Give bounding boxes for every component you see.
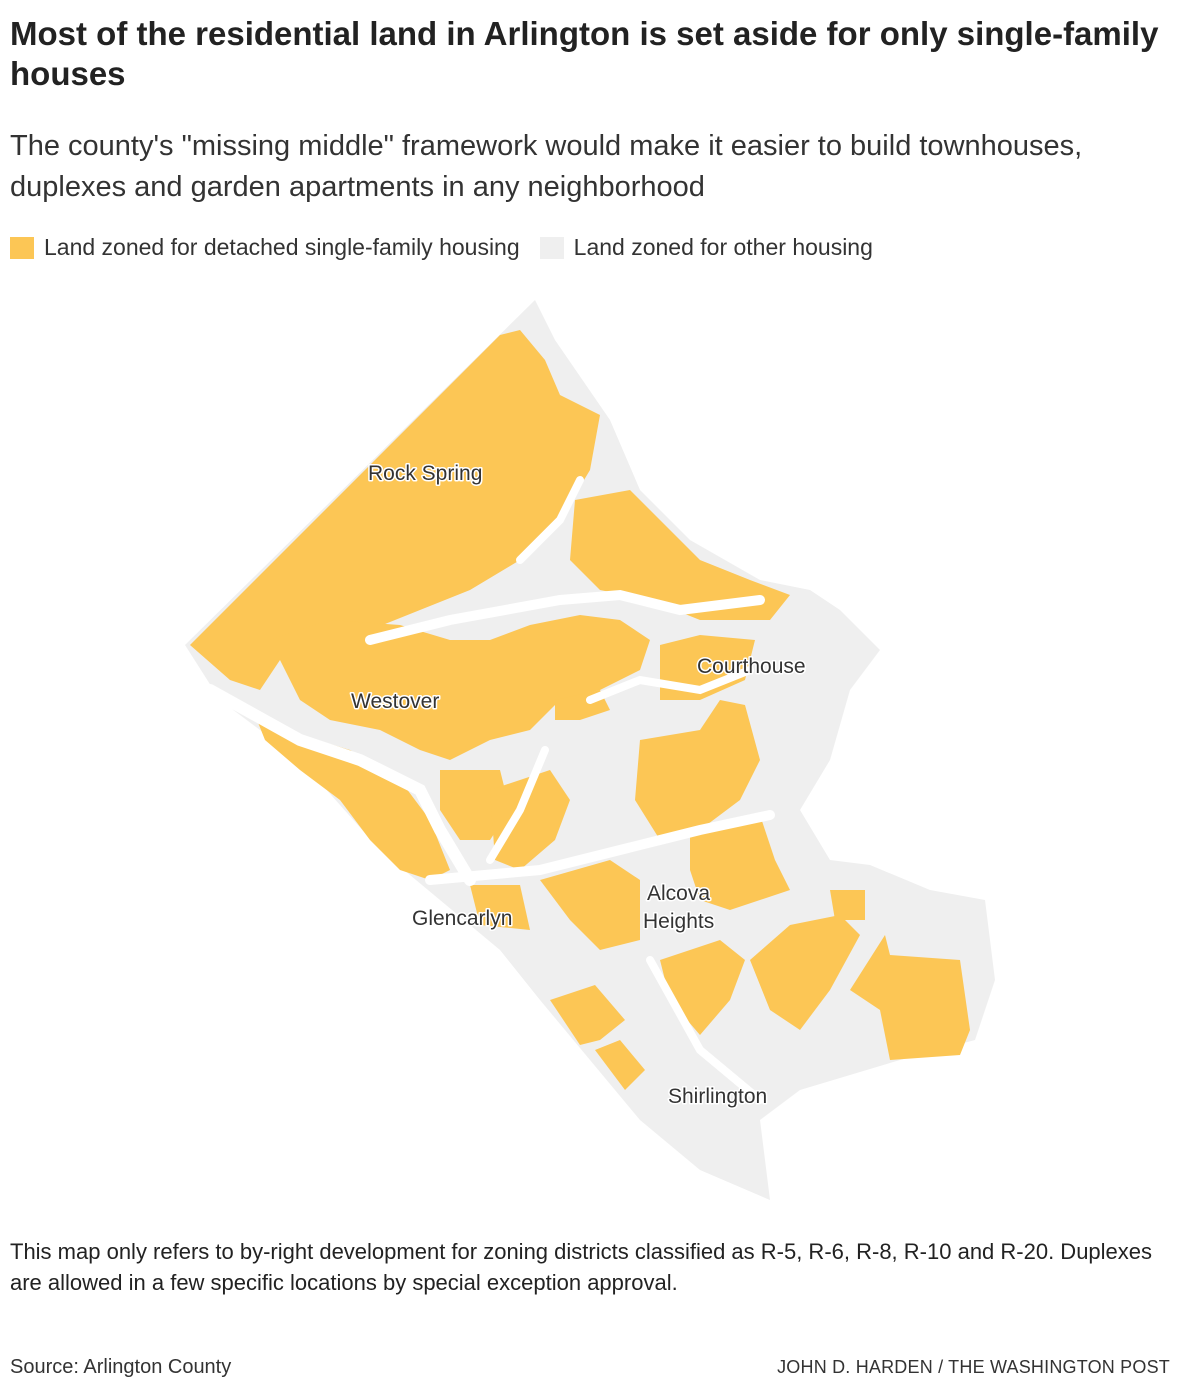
single-family-area bbox=[540, 860, 640, 950]
credit: JOHN D. HARDEN / THE WASHINGTON POST bbox=[777, 1357, 1170, 1377]
place-label-shirlington: Shirlington bbox=[668, 1085, 767, 1108]
legend-label: Land zoned for detached single-family ho… bbox=[44, 234, 520, 260]
single-family-area bbox=[570, 490, 790, 620]
single-family-area bbox=[595, 1040, 645, 1090]
single-family-area bbox=[850, 935, 970, 1060]
single-family-area bbox=[690, 815, 790, 910]
legend: Land zoned for detached single-family ho… bbox=[10, 234, 893, 261]
single-family-area bbox=[550, 985, 625, 1045]
place-label-heights: Heights bbox=[643, 910, 714, 933]
chart-subtitle: The county's "missing middle" framework … bbox=[10, 130, 1083, 203]
single-family-area bbox=[750, 915, 860, 1030]
place-label-glencarlyn: Glencarlyn bbox=[412, 907, 512, 930]
road bbox=[425, 810, 775, 885]
place-label-rock-spring: Rock Spring bbox=[368, 462, 482, 485]
road bbox=[365, 589, 765, 645]
zoning-map: Rock Spring Courthouse Westover Alcova H… bbox=[185, 300, 995, 1200]
single-family-area bbox=[270, 615, 650, 760]
road bbox=[586, 666, 754, 704]
source: Source: Arlington County bbox=[10, 1356, 232, 1378]
chart-title: Most of the residential land in Arlingto… bbox=[10, 15, 1159, 92]
single-family-area bbox=[635, 700, 760, 840]
single-family-areas bbox=[190, 330, 970, 1090]
place-label-courthouse: Courthouse bbox=[697, 655, 806, 678]
legend-swatch-other bbox=[539, 236, 564, 259]
legend-label: Land zoned for other housing bbox=[573, 234, 873, 260]
road bbox=[486, 746, 549, 864]
road bbox=[204, 684, 476, 886]
road bbox=[516, 476, 584, 564]
legend-item-other: Land zoned for other housing bbox=[539, 234, 873, 261]
footnote: This map only refers to by-right develop… bbox=[10, 1239, 1153, 1295]
road-gaps bbox=[204, 476, 775, 1104]
road bbox=[646, 956, 764, 1104]
single-family-area bbox=[490, 770, 570, 870]
single-family-area bbox=[470, 885, 530, 930]
single-family-area bbox=[830, 890, 865, 920]
legend-swatch-single-family bbox=[10, 236, 34, 259]
place-label-alcova: Alcova bbox=[647, 882, 710, 905]
legend-item-single-family: Land zoned for detached single-family ho… bbox=[10, 234, 520, 261]
single-family-area bbox=[190, 330, 600, 690]
place-label-westover: Westover bbox=[351, 690, 439, 713]
single-family-area bbox=[255, 715, 450, 880]
